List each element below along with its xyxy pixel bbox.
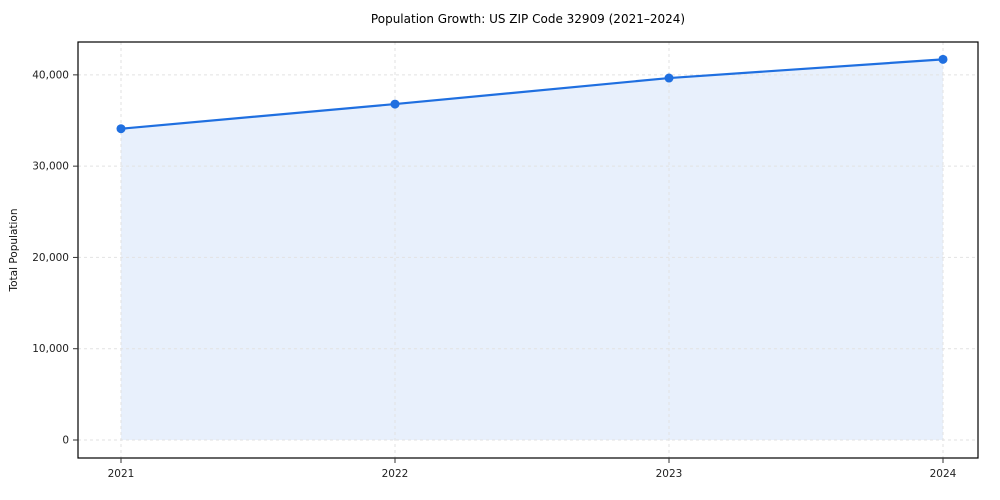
x-tick-label: 2021 xyxy=(108,468,135,480)
area-fill-layer xyxy=(121,59,943,441)
gridline-layer xyxy=(78,42,978,458)
x-tick-label: 2023 xyxy=(656,468,683,480)
data-point-marker xyxy=(664,73,674,83)
x-tick-label: 2024 xyxy=(930,468,957,480)
y-axis-label: Total Population xyxy=(8,208,20,292)
data-point-marker xyxy=(938,54,948,64)
y-tick-label: 10,000 xyxy=(32,343,69,355)
axes-layer xyxy=(77,41,979,459)
series-line-layer xyxy=(119,58,945,130)
data-point-marker xyxy=(116,124,126,134)
series-line xyxy=(119,58,945,130)
chart-title: Population Growth: US ZIP Code 32909 (20… xyxy=(371,12,685,26)
plot-border xyxy=(77,41,979,459)
tick-layer xyxy=(73,74,944,463)
y-tick-label: 30,000 xyxy=(32,161,69,173)
data-point-marker xyxy=(390,99,400,109)
data-point-layer xyxy=(116,54,948,134)
y-tick-label: 40,000 xyxy=(32,69,69,81)
area-fill xyxy=(121,59,943,441)
tick-label-layer: 0 10,000 20,000 30,000 40,000 2021 2022 2023 202… xyxy=(32,69,956,480)
y-tick-label: 0 xyxy=(62,435,69,447)
y-tick-label: 20,000 xyxy=(32,252,69,264)
x-tick-label: 2022 xyxy=(382,468,409,480)
